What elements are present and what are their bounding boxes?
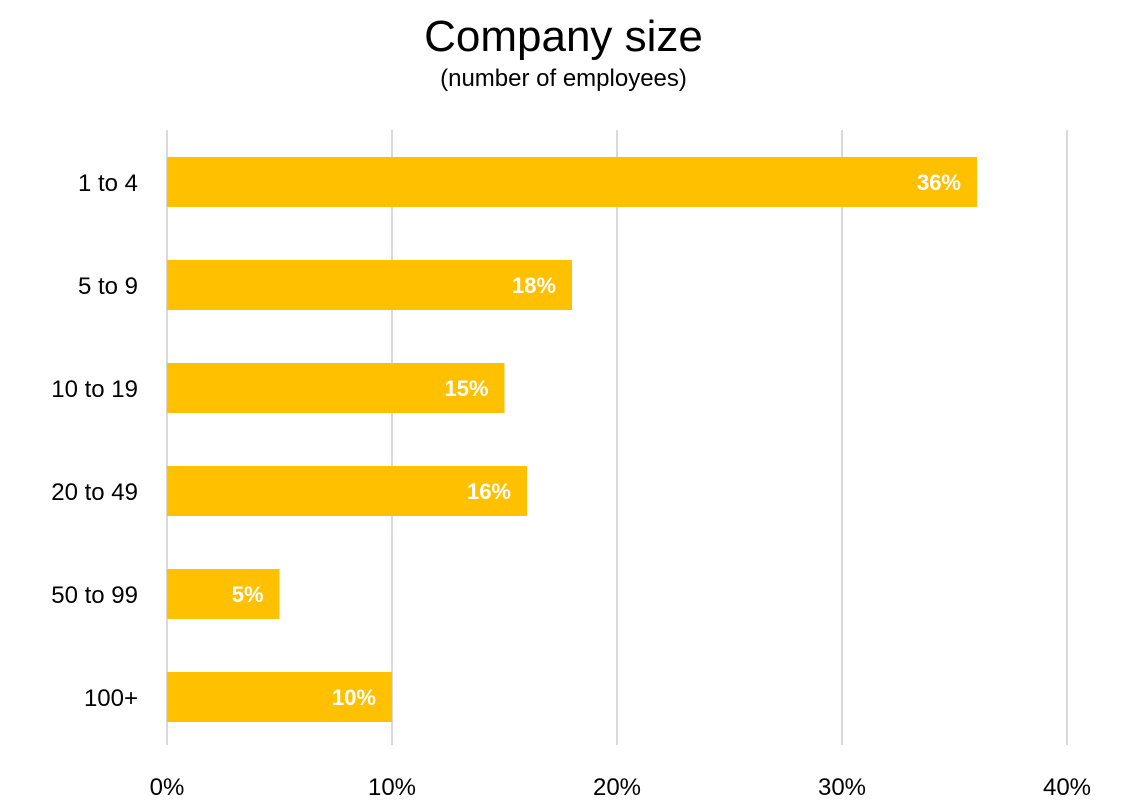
x-tick-label: 10%	[368, 774, 416, 800]
bar	[167, 363, 505, 413]
chart-title: Company size	[424, 12, 703, 61]
category-labels: 1 to 4 5 to 9 10 to 19 20 to 49 50 to 99 100+	[51, 170, 138, 712]
category-label: 50 to 99	[51, 582, 138, 609]
bar	[167, 157, 977, 207]
bar-value-label: 36%	[917, 170, 961, 195]
x-tick-labels: 0% 10% 20% 30% 40%	[150, 774, 1091, 800]
category-label: 20 to 49	[51, 479, 138, 506]
x-tick-label: 20%	[593, 774, 641, 800]
category-label: 10 to 19	[51, 376, 138, 403]
x-tick-label: 30%	[818, 774, 866, 800]
x-tick-label: 0%	[150, 774, 185, 800]
bar-value-label: 16%	[467, 479, 511, 504]
bar	[167, 672, 392, 722]
bar-value-label: 18%	[512, 273, 556, 298]
chart-subtitle: (number of employees)	[440, 65, 687, 92]
category-label: 100+	[84, 685, 138, 712]
bar-value-label: 15%	[444, 376, 488, 401]
category-label: 5 to 9	[78, 273, 138, 300]
category-label: 1 to 4	[78, 170, 138, 197]
bar-value-label: 10%	[332, 685, 376, 710]
gridlines	[166, 130, 1068, 745]
bar	[167, 569, 280, 619]
bar	[167, 466, 527, 516]
x-tick-label: 40%	[1043, 774, 1091, 800]
bar-value-label: 5%	[232, 582, 264, 607]
bar	[167, 260, 572, 310]
bars: 36% 18% 15% 16% 5% 10%	[167, 157, 977, 722]
